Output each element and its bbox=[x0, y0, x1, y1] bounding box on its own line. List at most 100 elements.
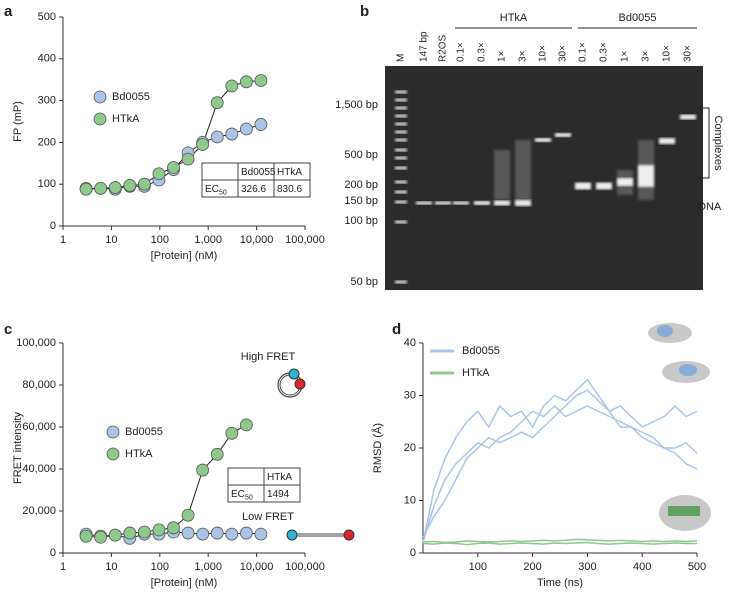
data-point bbox=[152, 167, 166, 181]
lane-label: 0.3× bbox=[599, 42, 610, 62]
legend-marker bbox=[93, 112, 107, 126]
size-label: 150 bp bbox=[344, 195, 378, 207]
annotation: High FRET bbox=[241, 351, 296, 363]
lane-label: 0.1× bbox=[456, 42, 467, 62]
y-axis-label: FRET intensity bbox=[12, 412, 24, 484]
data-point bbox=[79, 529, 93, 543]
lane-label: 10× bbox=[662, 45, 673, 62]
x-tick-label: 300 bbox=[578, 561, 596, 573]
gel-smear bbox=[515, 140, 531, 200]
panel-label: c bbox=[4, 321, 12, 338]
ladder-band bbox=[395, 166, 407, 170]
ladder-band bbox=[395, 114, 407, 118]
data-point bbox=[239, 75, 253, 89]
data-point bbox=[181, 508, 195, 522]
low-fret-icon bbox=[286, 529, 355, 541]
data-point bbox=[239, 122, 253, 136]
x-tick-label: 100 bbox=[151, 561, 169, 573]
y-tick-label: 100,000 bbox=[16, 337, 56, 349]
data-point bbox=[196, 463, 210, 477]
panel-label: d bbox=[392, 321, 401, 338]
data-point bbox=[79, 182, 93, 196]
size-label: 100 bp bbox=[344, 215, 378, 227]
gel-band bbox=[555, 133, 571, 137]
table-row-label-sub: 50 bbox=[219, 189, 227, 196]
data-point bbox=[94, 181, 108, 195]
y-axis-label: FP (mP) bbox=[12, 101, 24, 142]
data-point bbox=[167, 161, 180, 174]
size-label: 50 bp bbox=[350, 276, 378, 288]
x-tick-label: 10 bbox=[105, 561, 117, 573]
gel-smear bbox=[494, 150, 510, 200]
data-point bbox=[152, 523, 166, 537]
x-tick-label: 1 bbox=[60, 234, 66, 246]
size-label: 500 bp bbox=[344, 149, 378, 161]
data-point bbox=[137, 177, 151, 191]
y-tick-label: 20,000 bbox=[22, 505, 56, 517]
size-label: 1,500 bp bbox=[335, 99, 378, 111]
y-tick-label: 500 bbox=[38, 11, 56, 23]
data-point bbox=[239, 418, 253, 432]
data-point bbox=[210, 526, 224, 540]
series-line bbox=[422, 389, 698, 538]
legend-label: Bd0055 bbox=[112, 91, 150, 103]
gel-band bbox=[680, 114, 696, 120]
legend-marker bbox=[106, 447, 120, 461]
ladder-band bbox=[395, 180, 407, 184]
data-point bbox=[254, 74, 268, 87]
y-tick-label: 10 bbox=[404, 494, 416, 506]
data-point bbox=[210, 447, 224, 461]
series-line bbox=[422, 378, 698, 543]
ladder-band bbox=[395, 148, 407, 152]
y-tick-label: 300 bbox=[38, 95, 56, 107]
lane-label: R2OS bbox=[438, 34, 449, 62]
data-point bbox=[167, 521, 180, 535]
table-header: HTkA bbox=[267, 472, 292, 483]
data-point bbox=[137, 525, 151, 539]
table-value: 326.6 bbox=[241, 184, 266, 195]
gel-band bbox=[659, 138, 675, 144]
x-axis-label: [Protein] (nM) bbox=[151, 250, 218, 262]
lane-label: 0.1× bbox=[578, 42, 589, 62]
data-point bbox=[196, 527, 210, 541]
data-point bbox=[123, 526, 137, 540]
y-tick-label: 200 bbox=[38, 136, 56, 148]
y-axis-label: RMSD (Å) bbox=[371, 423, 384, 473]
table-value: 1494 bbox=[267, 489, 290, 500]
annotation: Low FRET bbox=[242, 511, 294, 523]
ladder-band bbox=[395, 156, 407, 160]
dna-label: DNA bbox=[698, 201, 722, 213]
gel-band bbox=[535, 138, 551, 142]
data-point bbox=[254, 527, 268, 541]
high-fret-icon bbox=[277, 368, 306, 398]
data-point bbox=[210, 130, 224, 144]
legend-marker bbox=[106, 425, 120, 439]
data-point bbox=[181, 526, 195, 540]
bracket bbox=[699, 107, 710, 179]
data-point bbox=[254, 118, 268, 131]
lane-label: 30× bbox=[558, 45, 569, 62]
legend-label: HTkA bbox=[125, 448, 153, 460]
lane-label: 0.3× bbox=[477, 42, 488, 62]
y-tick-label: 0 bbox=[410, 547, 416, 559]
series-line bbox=[86, 424, 247, 538]
ladder-band bbox=[395, 122, 407, 126]
ladder-band bbox=[395, 98, 407, 102]
x-tick-label: 500 bbox=[688, 561, 706, 573]
gel-image bbox=[385, 66, 703, 290]
x-tick-label: 400 bbox=[633, 561, 651, 573]
data-point bbox=[123, 179, 137, 192]
x-axis-label: Time (ns) bbox=[537, 577, 583, 589]
y-tick-label: 0 bbox=[50, 547, 56, 559]
panel-label: a bbox=[4, 3, 13, 20]
x-tick-label: 1,000 bbox=[194, 234, 222, 246]
data-point bbox=[225, 426, 239, 440]
x-tick-label: 200 bbox=[523, 561, 541, 573]
ladder-band bbox=[395, 138, 407, 142]
gel-band bbox=[575, 182, 591, 190]
y-tick-label: 30 bbox=[404, 389, 416, 401]
panel-label: b bbox=[360, 3, 369, 20]
group-label: Bd0055 bbox=[619, 12, 657, 24]
gel-band bbox=[416, 201, 432, 205]
